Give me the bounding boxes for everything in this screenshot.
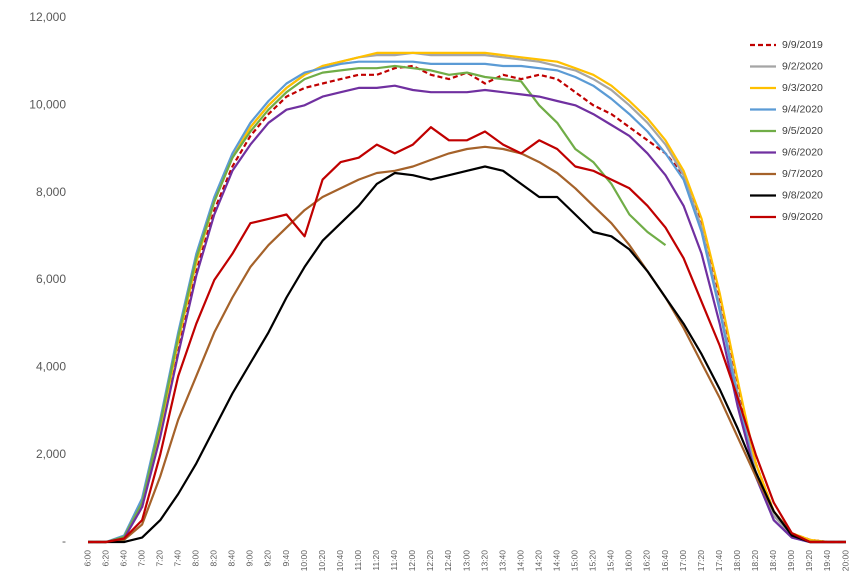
x-tick-label: 18:00 xyxy=(732,550,742,572)
x-tick-label: 14:20 xyxy=(533,550,543,572)
series-line xyxy=(88,145,846,544)
x-tick-label: 8:20 xyxy=(209,550,219,567)
x-tick-label: 17:40 xyxy=(714,550,724,572)
series-line xyxy=(88,64,846,544)
x-tick-label: 12:00 xyxy=(407,550,417,572)
x-tick-label: 18:20 xyxy=(750,550,760,572)
x-tick-label: 8:00 xyxy=(191,550,201,567)
y-tick-label: 10,000 xyxy=(29,98,66,112)
y-tick-label: 8,000 xyxy=(36,185,66,199)
y-tick-label: - xyxy=(62,534,66,548)
x-tick-label: 11:00 xyxy=(353,550,363,571)
x-tick-label: 12:40 xyxy=(443,550,453,572)
x-tick-label: 7:20 xyxy=(154,550,164,567)
x-tick-label: 16:40 xyxy=(660,550,670,572)
legend-label: 9/6/2020 xyxy=(782,146,823,158)
x-tick-label: 14:00 xyxy=(515,550,525,572)
legend-label: 9/9/2020 xyxy=(782,211,823,223)
x-tick-label: 8:40 xyxy=(227,550,237,567)
x-tick-label: 11:40 xyxy=(389,550,399,571)
legend-label: 9/2/2020 xyxy=(782,60,823,72)
x-tick-label: 9:40 xyxy=(281,550,291,567)
x-tick-label: 7:40 xyxy=(172,550,182,567)
y-tick-label: 6,000 xyxy=(36,272,66,286)
x-tick-label: 15:20 xyxy=(588,550,598,572)
x-tick-label: 12:20 xyxy=(425,550,435,572)
series-line xyxy=(88,84,846,544)
x-tick-label: 9:20 xyxy=(263,550,273,567)
series-line xyxy=(88,126,846,544)
legend-label: 9/9/2019 xyxy=(782,39,823,51)
x-tick-label: 9:00 xyxy=(245,550,255,567)
legend-label: 9/5/2020 xyxy=(782,125,823,137)
x-tick-label: 15:00 xyxy=(570,550,580,572)
x-tick-label: 7:00 xyxy=(136,550,146,567)
x-tick-label: 19:00 xyxy=(786,550,796,572)
series-line xyxy=(88,64,667,544)
y-tick-label: 4,000 xyxy=(36,360,66,374)
series-line xyxy=(88,51,846,544)
y-tick-label: 2,000 xyxy=(36,447,66,461)
series-line xyxy=(88,51,846,544)
x-tick-label: 19:40 xyxy=(822,550,832,572)
x-tick-label: 10:00 xyxy=(299,550,309,572)
series-line xyxy=(88,60,846,544)
x-tick-label: 16:20 xyxy=(642,550,652,572)
legend-label: 9/3/2020 xyxy=(782,82,823,94)
series-line xyxy=(88,165,846,544)
x-tick-label: 18:40 xyxy=(768,550,778,572)
x-tick-label: 16:00 xyxy=(624,550,634,572)
x-tick-label: 6:40 xyxy=(118,550,128,567)
x-tick-label: 13:00 xyxy=(461,550,471,572)
y-tick-label: 12,000 xyxy=(29,10,66,24)
x-tick-label: 19:20 xyxy=(804,550,814,572)
legend-label: 9/4/2020 xyxy=(782,103,823,115)
x-tick-label: 10:40 xyxy=(335,550,345,572)
x-tick-label: 6:00 xyxy=(82,550,92,567)
x-tick-label: 13:20 xyxy=(479,550,489,572)
x-tick-label: 17:20 xyxy=(696,550,706,572)
legend-label: 9/7/2020 xyxy=(782,168,823,180)
x-tick-label: 17:00 xyxy=(678,550,688,572)
x-tick-label: 14:40 xyxy=(551,550,561,572)
x-tick-label: 15:40 xyxy=(606,550,616,572)
x-tick-label: 11:20 xyxy=(371,550,381,571)
x-tick-label: 20:00 xyxy=(840,550,850,572)
x-tick-label: 13:40 xyxy=(497,550,507,572)
x-tick-label: 10:20 xyxy=(317,550,327,572)
x-tick-label: 6:20 xyxy=(100,550,110,567)
legend-label: 9/8/2020 xyxy=(782,189,823,201)
